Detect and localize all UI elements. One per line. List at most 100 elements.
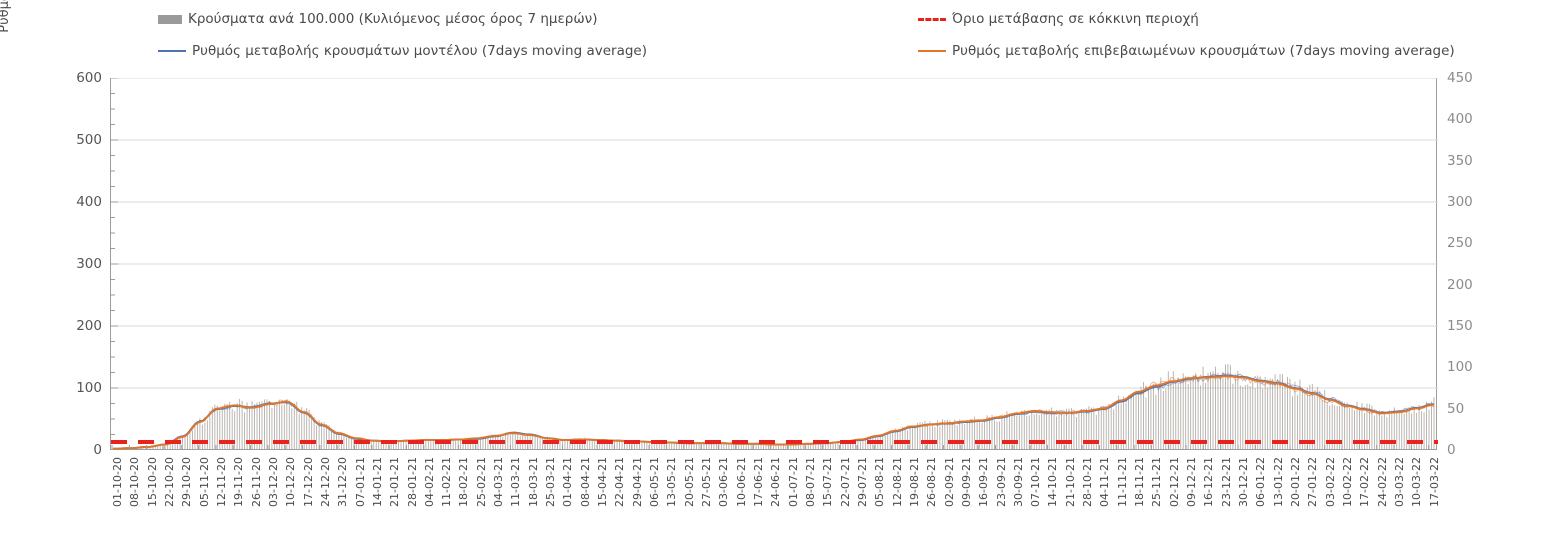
x-axis-ticks: 01-10-20 08-10-20 15-10-20 22-10-20 29-10-20… [110,455,1441,537]
x-tick-label: 08-10-20 [128,457,142,507]
x-tick-label: 13-05-21 [665,457,679,507]
y-tick-label-right: 450 [1447,70,1473,86]
y-tick-label-right: 200 [1447,276,1473,293]
x-tick-label: 26-11-20 [249,457,263,507]
gridlines [111,78,1438,389]
x-tick-label: 22-10-20 [162,457,176,507]
model-rate-daily-trace [112,371,1435,450]
y-tick-label-right: 300 [1447,194,1473,210]
x-tick-label: 03-12-20 [266,457,280,507]
x-tick-label: 22-07-21 [838,457,852,507]
x-tick-label: 28-01-21 [405,457,419,507]
x-tick-label: 11-03-21 [509,457,523,507]
x-tick-label: 27-01-22 [1306,457,1320,507]
x-tick-label: 13-01-22 [1271,457,1285,507]
legend-item-red-threshold[interactable]: Όριο μετάβασης σε κόκκινη περιοχή [918,11,1199,27]
orange-line-swatch-icon [918,50,946,52]
x-tick-label: 10-02-22 [1340,457,1354,507]
x-tick-label: 30-12-21 [1237,457,1251,507]
confirmed-rate-line [112,375,1435,450]
x-tick-label: 16-09-21 [977,457,991,507]
y-tick-label-left: 200 [76,318,102,334]
x-tick-label: 08-07-21 [803,457,817,507]
x-tick-label: 02-12-21 [1167,457,1181,507]
chart-svg [111,78,1438,450]
x-tick-label: 07-01-21 [353,457,367,507]
x-tick-label: 10-03-22 [1410,457,1424,507]
x-tick-label: 24-12-20 [318,457,332,507]
x-tick-label: 30-09-21 [1011,457,1025,507]
y-tick-label-right: 0 [1447,442,1456,458]
x-tick-label: 29-04-21 [630,457,644,507]
x-tick-label: 04-11-21 [1098,457,1112,507]
y-tick-label-left: 300 [76,256,102,272]
chart-legend: Κρούσματα ανά 100.000 (Κυλιόμενος μέσος … [0,0,1557,62]
x-tick-label: 01-07-21 [786,457,800,507]
legend-item-model-rate[interactable]: Ρυθμός μεταβολής κρουσμάτων μοντέλου (7d… [158,43,647,59]
x-tick-label: 25-11-21 [1150,457,1164,507]
y-tick-label-left: 500 [76,132,102,148]
y-tick-label-left: 600 [76,70,102,86]
x-tick-label: 16-12-21 [1202,457,1216,507]
y-axis-right-ticks: 0 50 100 150 200 250 300 350 400 450 [1441,70,1501,458]
x-tick-label: 15-04-21 [596,457,610,507]
plot-area [110,78,1438,450]
x-tick-label: 19-08-21 [907,457,921,507]
y-tick-label-left: 0 [93,442,102,458]
y-tick-label-right: 400 [1447,111,1473,128]
x-tick-label: 15-10-20 [145,457,159,507]
legend-label: Όριο μετάβασης σε κόκκινη περιοχή [952,11,1199,27]
x-tick-label: 07-10-21 [1029,457,1043,507]
x-tick-label: 08-04-21 [578,457,592,507]
blue-line-swatch-icon [158,50,186,52]
x-tick-label: 22-04-21 [613,457,627,507]
x-tick-label: 17-12-20 [301,457,315,507]
x-tick-label: 03-02-22 [1323,457,1337,507]
x-tick-label: 17-03-22 [1427,457,1441,507]
x-tick-label: 06-05-21 [648,457,662,507]
legend-label: Κρούσματα ανά 100.000 (Κυλιόμενος μέσος … [188,11,598,27]
x-tick-label: 20-05-21 [682,457,696,507]
x-tick-label: 09-09-21 [959,457,973,507]
x-tick-marks [111,445,1430,450]
legend-label: Ρυθμός μεταβολής επιβεβαιωμένων κρουσμάτ… [952,43,1455,59]
x-tick-label: 21-01-21 [388,457,402,507]
y-tick-label-left: 100 [76,380,102,396]
x-tick-label: 27-05-21 [700,457,713,507]
x-tick-label: 05-11-20 [197,457,211,507]
x-tick-label: 04-03-21 [492,457,506,507]
x-tick-label: 25-02-21 [474,457,488,507]
x-tick-label: 12-08-21 [890,457,904,507]
legend-item-confirmed-rate[interactable]: Ρυθμός μεταβολής επιβεβαιωμένων κρουσμάτ… [918,43,1455,59]
x-tick-label: 09-12-21 [1185,457,1199,507]
x-tick-label: 28-10-21 [1081,457,1095,507]
y-tick-label-right: 100 [1447,359,1473,376]
legend-label: Ρυθμός μεταβολής κρουσμάτων μοντέλου (7d… [192,43,648,59]
y-axis-left-ticks: 0 100 200 300 400 500 600 [74,70,110,458]
x-tick-label: 01-04-21 [561,457,575,507]
x-tick-label: 11-02-21 [440,457,454,507]
x-tick-label: 15-07-21 [821,457,835,507]
model-rate-line [112,374,1435,450]
legend-item-cases-per-100k[interactable]: Κρούσματα ανά 100.000 (Κυλιόμενος μέσος … [158,11,597,27]
x-tick-label: 03-03-22 [1392,457,1406,507]
x-tick-label: 05-08-21 [873,457,887,507]
x-tick-label: 04-02-21 [422,457,436,507]
x-tick-label: 10-12-20 [284,457,298,507]
x-tick-label: 12-11-20 [214,457,228,507]
x-tick-label: 17-02-22 [1358,457,1372,507]
y-axis-title: Ρυθμός μεταβολής κρουσμάτων [0,0,15,114]
red-dashed-swatch-icon [918,17,946,21]
y-tick-label-left: 400 [76,194,102,210]
x-tick-label: 03-06-21 [717,457,731,507]
confirmed-rate-daily-trace [112,372,1435,450]
x-tick-label: 31-12-20 [336,457,350,507]
x-tick-label: 17-06-21 [751,457,765,507]
x-tick-label: 02-09-21 [942,457,956,507]
y-tick-label-right: 150 [1447,318,1473,334]
x-tick-label: 29-07-21 [855,457,869,507]
x-tick-label: 23-09-21 [994,457,1008,507]
x-tick-label: 06-01-22 [1254,457,1268,507]
x-tick-label: 18-11-21 [1133,457,1147,507]
